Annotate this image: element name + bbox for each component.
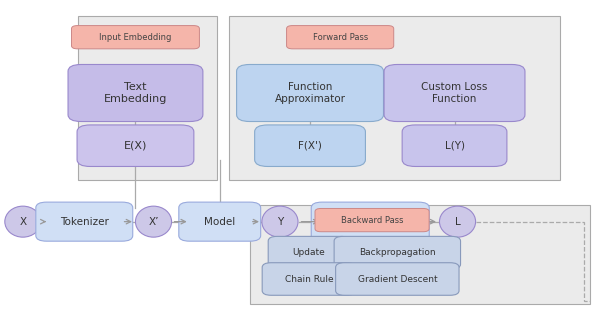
Text: Evaluation: Evaluation	[343, 217, 398, 227]
Text: Text
Embedding: Text Embedding	[104, 82, 167, 104]
FancyBboxPatch shape	[315, 209, 429, 232]
FancyBboxPatch shape	[254, 125, 365, 166]
Text: Y: Y	[277, 217, 283, 227]
Ellipse shape	[5, 206, 41, 237]
Text: Input Embedding: Input Embedding	[100, 33, 172, 42]
Text: Update: Update	[293, 248, 325, 257]
Text: L: L	[455, 217, 461, 227]
FancyBboxPatch shape	[268, 236, 349, 269]
FancyBboxPatch shape	[72, 26, 200, 49]
Ellipse shape	[135, 206, 172, 237]
FancyBboxPatch shape	[336, 263, 459, 295]
FancyBboxPatch shape	[77, 125, 194, 166]
FancyBboxPatch shape	[402, 125, 507, 166]
FancyBboxPatch shape	[250, 205, 590, 304]
Ellipse shape	[262, 206, 298, 237]
Text: X’: X’	[148, 217, 159, 227]
Text: L(Y): L(Y)	[445, 141, 464, 151]
FancyBboxPatch shape	[287, 26, 394, 49]
Text: F(X'): F(X')	[298, 141, 322, 151]
FancyBboxPatch shape	[237, 64, 383, 122]
Text: E(X): E(X)	[124, 141, 147, 151]
Text: Forward Pass: Forward Pass	[312, 33, 368, 42]
Text: Backward Pass: Backward Pass	[341, 215, 403, 225]
FancyBboxPatch shape	[384, 64, 525, 122]
FancyBboxPatch shape	[311, 202, 429, 241]
FancyBboxPatch shape	[179, 202, 260, 241]
FancyBboxPatch shape	[334, 236, 461, 269]
FancyBboxPatch shape	[78, 16, 217, 180]
Text: Chain Rule: Chain Rule	[284, 274, 333, 284]
FancyBboxPatch shape	[229, 16, 560, 180]
Text: Custom Loss
Function: Custom Loss Function	[421, 82, 488, 104]
FancyBboxPatch shape	[68, 64, 203, 122]
FancyBboxPatch shape	[262, 263, 355, 295]
Ellipse shape	[439, 206, 476, 237]
Text: Model: Model	[204, 217, 235, 227]
Text: Backpropagation: Backpropagation	[359, 248, 436, 257]
Text: Gradient Descent: Gradient Descent	[358, 274, 437, 284]
Text: Tokenizer: Tokenizer	[60, 217, 108, 227]
Text: Function
Approximator: Function Approximator	[275, 82, 346, 104]
FancyBboxPatch shape	[36, 202, 133, 241]
Text: X: X	[19, 217, 26, 227]
